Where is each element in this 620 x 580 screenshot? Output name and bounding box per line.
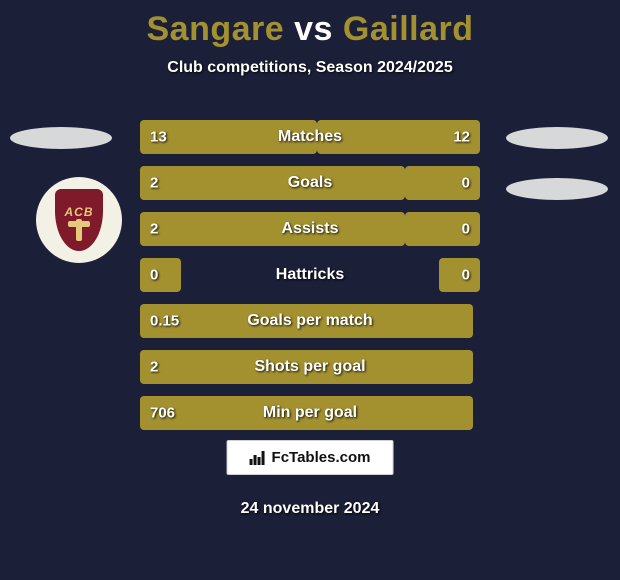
player2-name: Gaillard — [343, 10, 474, 48]
stat-row: 706 Min per goal — [140, 396, 480, 430]
player2-placeholder-ellipse-bottom — [506, 178, 608, 200]
stat-value-left: 2 — [150, 359, 158, 376]
stat-value-right: 0 — [462, 221, 470, 238]
club-badge: ACB — [36, 177, 122, 263]
stats-container: 13 12 Matches 2 0 Goals 2 0 Assists 0 0 Hattricks 0.… — [140, 120, 480, 442]
club-shield-text: ACB — [65, 205, 94, 219]
stat-bar-left — [140, 258, 181, 292]
stat-row: 2 0 Goals — [140, 166, 480, 200]
stat-bar-right — [439, 258, 480, 292]
stat-row: 2 Shots per goal — [140, 350, 480, 384]
stat-label: Shots per goal — [254, 358, 365, 376]
stat-value-left: 0 — [150, 267, 158, 284]
footer-brand-text: FcTables.com — [272, 449, 371, 466]
page-title: Sangare vs Gaillard — [0, 0, 620, 49]
stat-label: Assists — [282, 220, 339, 238]
footer-brand-badge: FcTables.com — [227, 440, 394, 475]
stat-label: Min per goal — [263, 404, 357, 422]
stat-label: Goals — [288, 174, 332, 192]
stat-value-left: 0.15 — [150, 313, 179, 330]
player1-name: Sangare — [146, 10, 284, 48]
club-shield-icon: ACB — [55, 189, 103, 251]
stat-label: Hattricks — [276, 266, 344, 284]
stat-row: 2 0 Assists — [140, 212, 480, 246]
stat-value-left: 2 — [150, 175, 158, 192]
stat-value-right: 0 — [462, 175, 470, 192]
bar-chart-icon — [250, 451, 266, 465]
stat-label: Matches — [278, 128, 342, 146]
footer-date: 24 november 2024 — [241, 500, 380, 518]
stat-value-right: 12 — [453, 129, 470, 146]
player2-placeholder-ellipse-top — [506, 127, 608, 149]
subtitle: Club competitions, Season 2024/2025 — [0, 59, 620, 77]
stat-bar-left — [140, 166, 405, 200]
stat-value-right: 0 — [462, 267, 470, 284]
stat-label: Goals per match — [247, 312, 372, 330]
vs-text: vs — [294, 10, 333, 48]
stat-value-left: 13 — [150, 129, 167, 146]
player1-placeholder-ellipse — [10, 127, 112, 149]
stat-value-left: 2 — [150, 221, 158, 238]
stat-row: 13 12 Matches — [140, 120, 480, 154]
stat-value-left: 706 — [150, 405, 175, 422]
stat-bar-left — [140, 212, 405, 246]
stat-row: 0.15 Goals per match — [140, 304, 480, 338]
stat-row: 0 0 Hattricks — [140, 258, 480, 292]
